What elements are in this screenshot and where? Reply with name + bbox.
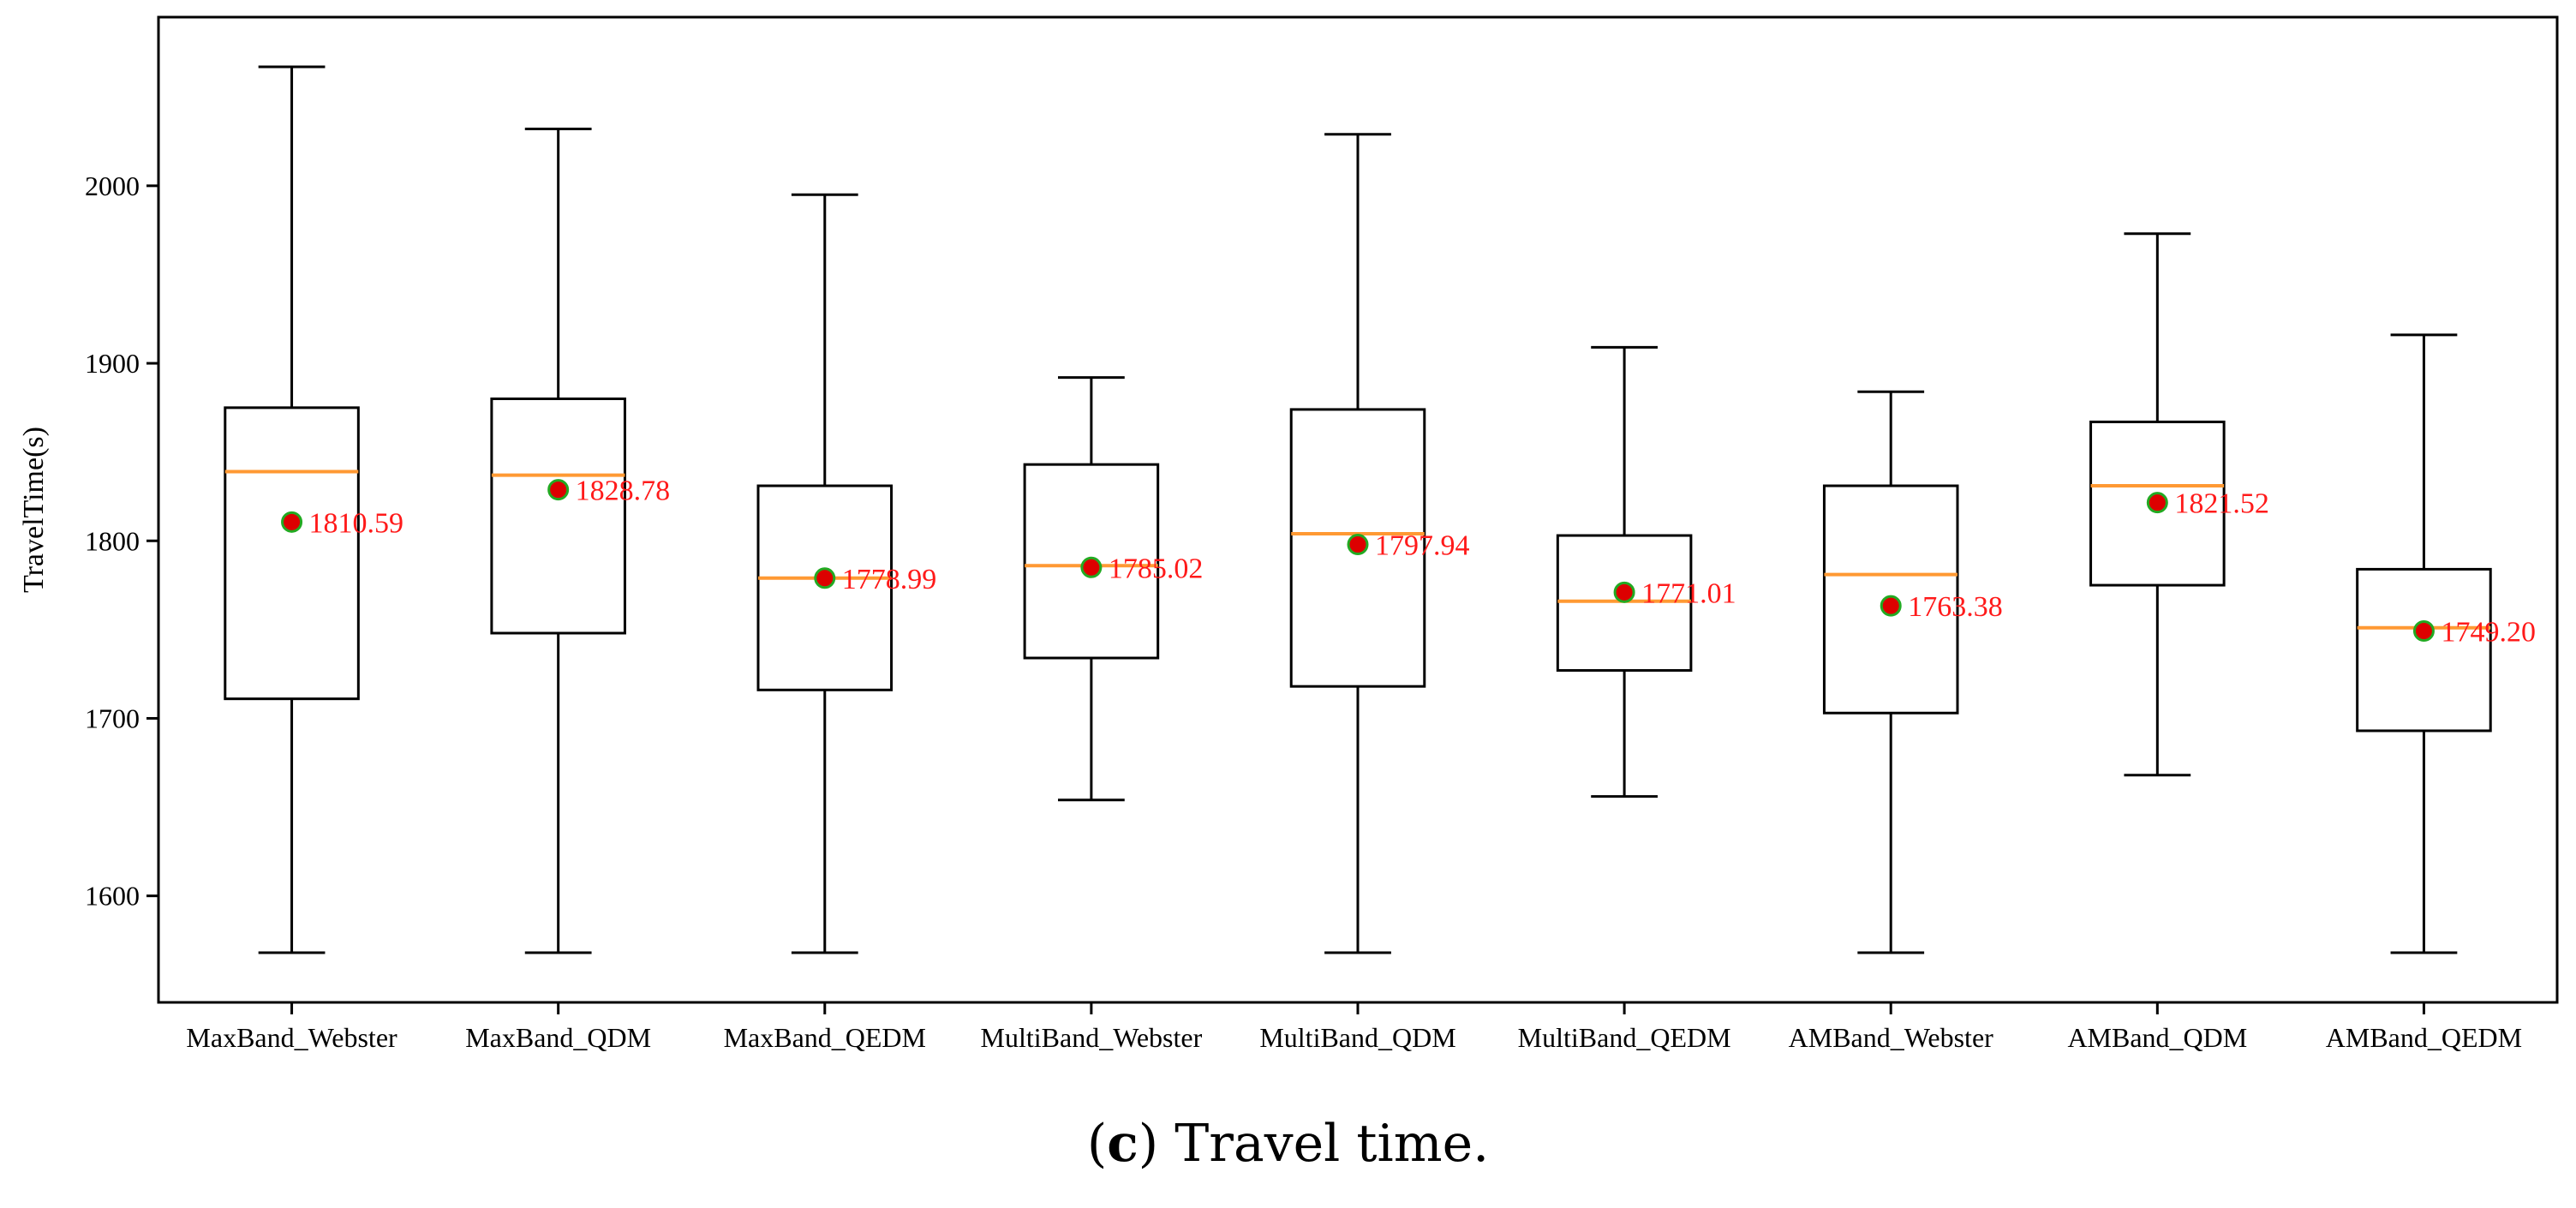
x-axis: MaxBand_Webster MaxBand_QDM MaxBand_QEDM Mu…: [186, 1002, 2522, 1053]
mean-label: 1771.01: [1641, 577, 1736, 609]
y-tick-label: 1700: [85, 703, 140, 733]
mean-marker: [281, 511, 303, 533]
x-tick-label: AMBand_Webster: [1789, 1022, 1994, 1053]
box-MaxBand_Webster: 1810.59: [224, 65, 404, 954]
box-series: 1810.59 1828.78 1778.99 1785.02 1797.94 1771.…: [224, 65, 2536, 954]
box-MultiBand_QDM: 1797.94: [1289, 133, 1470, 954]
mean-label: 1810.59: [309, 507, 404, 539]
mean-marker: [2146, 492, 2168, 514]
mean-marker: [1880, 595, 1902, 617]
mean-label: 1797.94: [1375, 530, 1470, 562]
mean-marker: [1347, 534, 1369, 556]
y-tick-label: 1800: [85, 525, 140, 556]
box-MaxBand_QEDM: 1778.99: [756, 193, 937, 954]
y-axis: 1600 1700 1800 1900 2000: [85, 170, 158, 912]
box-MultiBand_QEDM: 1771.01: [1556, 345, 1736, 798]
x-tick-label: AMBand_QEDM: [2326, 1022, 2522, 1053]
mean-label: 1749.20: [2441, 617, 2536, 649]
mean-marker: [1080, 556, 1103, 578]
x-tick-label: MultiBand_QEDM: [1518, 1022, 1731, 1053]
mean-marker: [814, 567, 836, 589]
x-tick-label: MaxBand_QDM: [465, 1022, 651, 1053]
mean-label: 1785.02: [1109, 553, 1204, 584]
x-tick-label: MultiBand_QDM: [1259, 1022, 1455, 1053]
box-MultiBand_Webster: 1785.02: [1023, 376, 1204, 802]
box-iqr: [2356, 567, 2492, 733]
box-iqr: [224, 406, 360, 701]
figure-caption: (c) Travel time.: [1086, 1114, 1490, 1174]
mean-label: 1763.38: [1908, 591, 2003, 623]
y-axis-label: TravelTime(s): [18, 427, 50, 593]
mean-label: 1821.52: [2174, 488, 2269, 520]
box-AMBand_QDM: 1821.52: [2089, 232, 2269, 777]
y-tick-label: 2000: [85, 170, 140, 201]
box-MaxBand_QDM: 1828.78: [490, 128, 671, 954]
y-tick-label: 1900: [85, 348, 140, 379]
x-tick-label: MultiBand_Webster: [981, 1022, 1203, 1053]
x-tick-label: MaxBand_QEDM: [724, 1022, 926, 1053]
caption-letter: c: [1107, 1114, 1139, 1174]
box-AMBand_QEDM: 1749.20: [2356, 333, 2536, 954]
box-AMBand_Webster: 1763.38: [1822, 390, 2003, 954]
box-iqr: [490, 397, 626, 635]
mean-marker: [547, 479, 570, 501]
mean-label: 1778.99: [842, 564, 937, 595]
mean-label: 1828.78: [576, 475, 671, 507]
y-tick-label: 1600: [85, 881, 140, 912]
x-tick-label: MaxBand_Webster: [186, 1022, 397, 1053]
mean-marker: [2412, 620, 2435, 643]
caption-text: Travel time.: [1174, 1114, 1490, 1174]
mean-marker: [1613, 581, 1635, 603]
x-tick-label: AMBand_QDM: [2067, 1022, 2247, 1053]
